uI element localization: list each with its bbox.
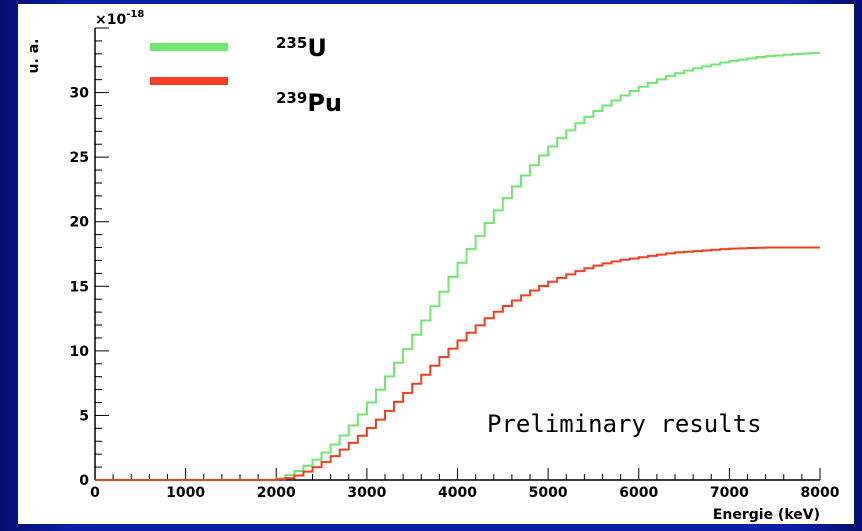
x-tick-label: 2000 [257, 485, 296, 501]
x-tick-label: 0 [90, 485, 100, 501]
x-tick-label: 8000 [801, 485, 840, 501]
legend: 235U 239Pu [150, 34, 342, 117]
y-tick-label: 20 [70, 215, 90, 231]
x-tick-label: 6000 [619, 485, 658, 501]
y-tick-label: 15 [70, 279, 89, 295]
y-tick-label: 25 [70, 150, 89, 166]
y-tick-label: 0 [79, 473, 89, 489]
legend-label-235U: 235U [276, 34, 327, 62]
legend-label-235U-element: U [307, 34, 327, 62]
series-layer [95, 51, 820, 481]
legend-label-235U-mass: 235 [276, 34, 307, 52]
legend-label-239Pu: 239Pu [276, 89, 342, 117]
x-axis-label: Energie (keV) [713, 507, 820, 523]
x-tick-label: 4000 [438, 485, 477, 501]
legend-label-239Pu-element: Pu [307, 89, 342, 117]
x-tick-label: 7000 [710, 485, 749, 501]
x-tick-label: 5000 [529, 485, 568, 501]
x-tick-label: 1000 [166, 485, 205, 501]
series-line-239Pu [95, 246, 820, 481]
plot-frame [18, 4, 854, 524]
y-tick-label: 10 [70, 344, 90, 360]
y-axis-exponent: ×10-18 [95, 9, 144, 28]
preliminary-results-annotation: Preliminary results [487, 410, 762, 438]
y-axis-label: u. a. [26, 39, 42, 74]
y-tick-label: 30 [70, 86, 90, 102]
y-tick-label: 5 [79, 408, 89, 424]
series-line-235U [95, 51, 820, 481]
y-axis-exponent-base: ×10 [95, 12, 126, 28]
x-tick-label: 3000 [347, 485, 386, 501]
y-axis-exponent-power: -18 [126, 9, 144, 20]
legend-label-239Pu-mass: 239 [276, 89, 307, 107]
